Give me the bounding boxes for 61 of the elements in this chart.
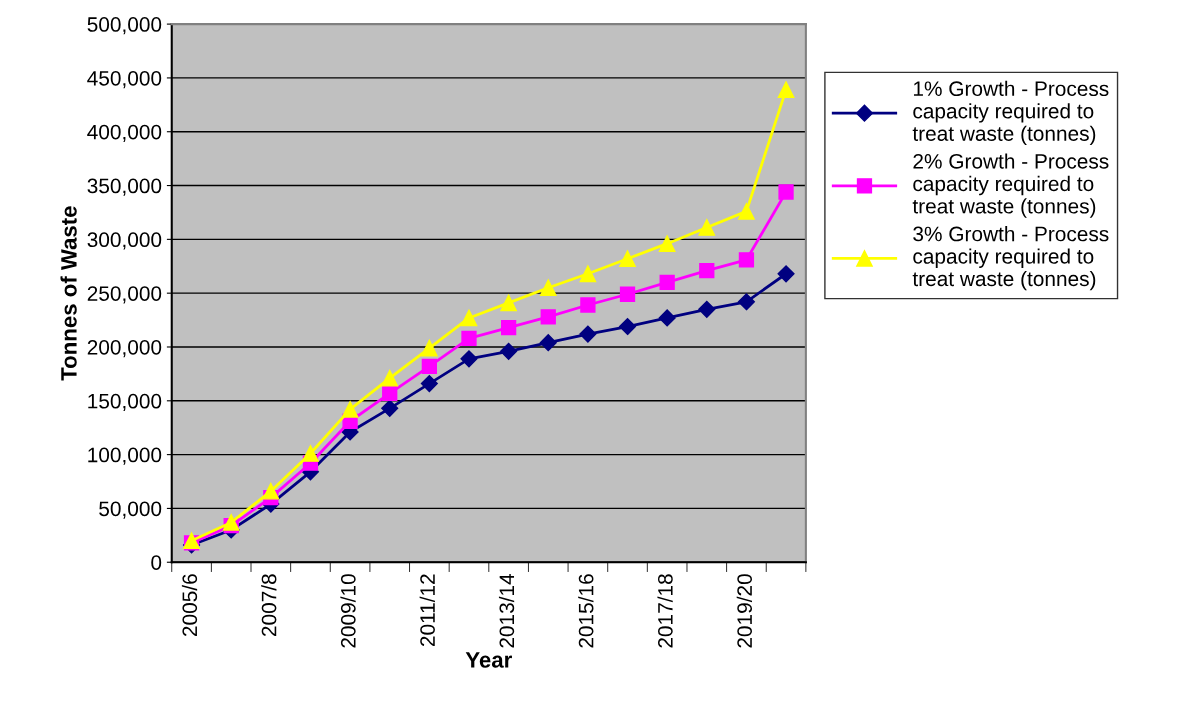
point [579,325,597,343]
point [382,385,398,401]
point [381,399,399,417]
x-tick-label: 2007/8 [261,574,277,637]
point [777,265,795,283]
y-tick-label: 450,000 [87,70,162,89]
y-tick-label: 500,000 [87,17,162,35]
x-tick-label: 2005/6 [181,574,198,637]
legend-label: 2% Growth - Process capacity required to treat waste (tonnes) [912,153,1109,218]
x-tick-label: 2017/18 [657,574,673,648]
y-tick-label: 150,000 [88,393,162,412]
point [222,514,240,531]
point [460,309,478,327]
point [658,235,676,252]
point [262,482,280,500]
y-tick-label: 0 [151,555,162,570]
point [698,300,716,318]
point [420,375,438,393]
point [500,342,518,360]
point [778,184,794,200]
point [737,293,755,311]
y-tick-label: 350,000 [87,178,162,196]
point [580,297,596,313]
point [539,279,557,297]
point [539,334,557,352]
point [698,219,716,236]
point [421,358,437,374]
point [421,339,438,357]
point [500,294,517,312]
y-tick-label: 200,000 [87,339,162,358]
point [302,445,319,462]
point [461,330,477,347]
point [699,262,715,279]
x-tick-label: 2011/12 [419,574,435,647]
x-tick-label: 2019/20 [736,574,753,648]
y-tick-label: 300,000 [87,232,162,250]
y-tick-label: 50,000 [99,501,162,519]
point [618,317,637,336]
point [579,265,597,283]
point [658,309,676,327]
x-axis-title: Year [465,652,512,668]
point [619,286,636,302]
point [341,401,359,418]
point [659,274,675,291]
point [619,250,636,268]
y-tick-label: 100,000 [88,447,162,465]
x-tick-label: 2013/14 [498,573,515,648]
point [381,369,399,387]
point [460,350,478,368]
point [738,203,755,220]
y-tick-label: 400,000 [87,124,162,142]
point [500,319,517,336]
x-tick-label: 2015/16 [578,574,594,648]
point [777,81,795,99]
legend-label: 1% Growth - Process capacity required to treat waste (tonnes) [912,80,1109,146]
y-axis-title: Tonnes of Waste [60,206,77,381]
legend-label: 3% Growth - Process capacity required to treat waste (tonnes) [912,226,1109,291]
y-tick-label: 250,000 [87,286,162,304]
x-tick-label: 2009/10 [340,574,356,648]
point [540,309,556,325]
point [738,252,755,268]
